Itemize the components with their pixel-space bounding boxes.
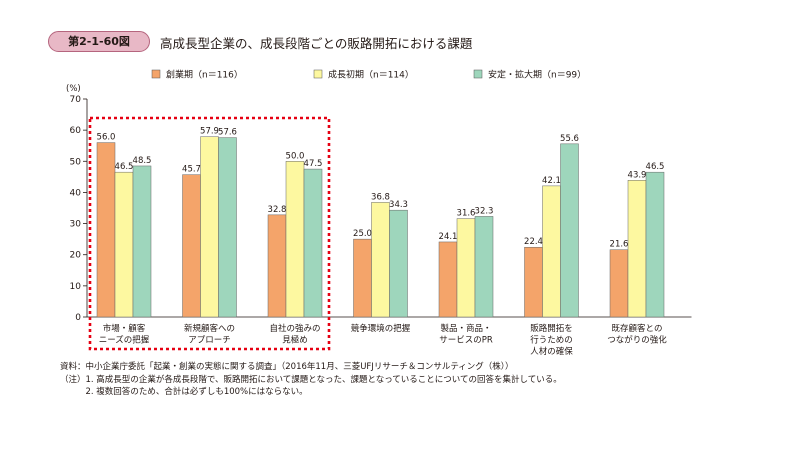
data-label: 42.1 — [542, 176, 561, 186]
data-label: 25.0 — [353, 229, 372, 239]
data-label: 22.4 — [524, 237, 543, 247]
data-label: 32.8 — [268, 205, 287, 215]
x-tick-label: 競争環境の把握 — [351, 323, 411, 334]
bar — [182, 174, 201, 318]
bar — [96, 142, 116, 318]
legend-swatch-2 — [313, 69, 323, 79]
data-label: 21.6 — [610, 240, 629, 250]
bar — [218, 137, 237, 318]
legend-label-1: 創業期（n＝116） — [166, 69, 243, 81]
bar — [542, 185, 561, 318]
note-1: （注）1. 高成長型の企業が各成長段階で、販路開拓において課題となった、課題とな… — [60, 374, 562, 385]
data-label: 57.6 — [218, 128, 237, 138]
y-tick-label: 40 — [70, 188, 82, 198]
highlight-frame — [88, 116, 331, 351]
bar — [353, 238, 372, 318]
data-label: 31.6 — [457, 209, 476, 219]
bar — [114, 171, 134, 318]
data-label: 45.7 — [182, 165, 201, 175]
x-tick-label: 販路開拓を — [530, 323, 573, 334]
source-notes: 資料：中小企業庁委託「起業・創業の実態に関する調査」（2016年11月、三菱UF… — [60, 361, 562, 399]
y-tick-label: 70 — [70, 95, 82, 105]
bar — [627, 180, 647, 318]
x-tick-label: アプローチ — [188, 336, 231, 346]
data-label: 32.3 — [475, 206, 494, 216]
bar — [524, 246, 543, 318]
note-source: 資料：中小企業庁委託「起業・創業の実態に関する調査」（2016年11月、三菱UF… — [60, 362, 514, 372]
y-tick-label: 30 — [70, 220, 82, 230]
x-tick-label: 既存顧客との — [612, 323, 663, 334]
bar — [474, 216, 494, 318]
data-label: 47.5 — [304, 159, 323, 169]
x-tick-label: 見極め — [282, 335, 308, 346]
bar — [560, 143, 579, 318]
data-label: 56.0 — [97, 133, 116, 143]
x-tick-label: 人材の確保 — [530, 346, 573, 357]
data-label: 50.0 — [286, 151, 305, 161]
data-label: 46.5 — [646, 162, 665, 172]
data-label: 34.3 — [389, 200, 408, 210]
bar — [389, 209, 408, 318]
data-label: 57.9 — [200, 127, 219, 137]
y-axis-unit-label: (%) — [66, 84, 81, 94]
legend-label-2: 成長初期（n＝114） — [328, 69, 414, 81]
x-tick-label: サービスのPR — [439, 336, 493, 346]
bar — [200, 136, 219, 318]
data-label: 46.5 — [115, 162, 134, 172]
data-label: 36.8 — [371, 192, 390, 202]
note-2: 2. 複数回答のため、合計は必ずしも100%にはならない。 — [60, 387, 308, 397]
data-label: 43.9 — [628, 170, 647, 180]
y-tick-label: 20 — [70, 251, 82, 261]
bar — [438, 241, 458, 318]
data-label: 24.1 — [439, 232, 458, 242]
data-label: 55.6 — [560, 134, 579, 144]
x-tick-label: つながりの強化 — [607, 335, 667, 346]
x-tick-label: 市場・顧客 — [103, 323, 146, 334]
x-tick-label: 行うための — [530, 335, 573, 346]
bar — [609, 249, 629, 318]
x-tick-label: 自社の強みの — [269, 323, 320, 334]
legend-label-3: 安定・拡大期（n＝99） — [488, 69, 586, 81]
y-tick-label: 0 — [75, 313, 81, 323]
x-tick-label: 新規顧客への — [184, 323, 235, 334]
y-tick-label: 10 — [70, 282, 82, 292]
bar — [285, 161, 305, 318]
bar — [456, 218, 476, 318]
bar — [303, 168, 323, 318]
figure-title: 高成長型企業の、成長段階ごとの販路開拓における課題 — [160, 36, 473, 51]
legend-swatch-1 — [151, 69, 161, 79]
y-tick-label: 50 — [70, 157, 82, 167]
bar — [267, 214, 287, 318]
x-tick-label: ニーズの把握 — [99, 335, 150, 346]
data-label: 48.5 — [133, 156, 152, 166]
legend-swatch-3 — [473, 69, 483, 79]
bar — [645, 171, 665, 318]
bar — [371, 202, 390, 318]
figure-number-badge: 第2-1-60図 — [48, 31, 150, 52]
bar — [132, 165, 152, 318]
y-tick-label: 60 — [70, 126, 82, 136]
x-tick-label: 製品・商品・ — [440, 323, 491, 334]
